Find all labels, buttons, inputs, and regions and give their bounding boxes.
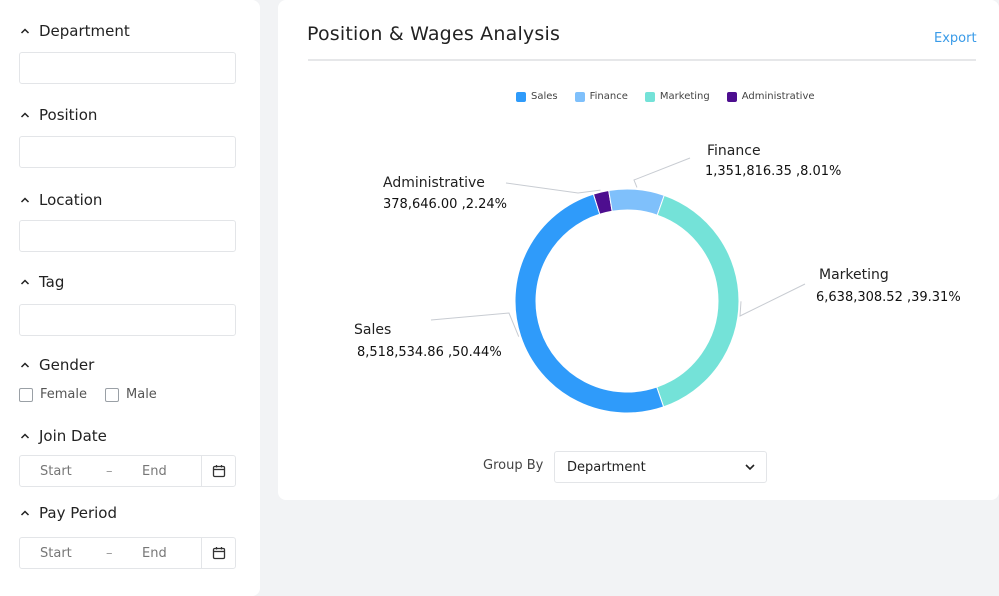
legend-label-marketing: Marketing xyxy=(659,91,710,102)
chevron-up-icon xyxy=(20,112,30,118)
slice-marketing[interactable] xyxy=(656,194,740,408)
position-input[interactable] xyxy=(19,136,236,168)
slice-finance[interactable] xyxy=(608,188,665,216)
slice-label-administrative-name: Administrative xyxy=(383,175,485,191)
gender-options: Female Male xyxy=(19,387,175,402)
slice-sales[interactable] xyxy=(514,193,665,414)
title-divider xyxy=(308,59,976,61)
pay-period-section-toggle[interactable]: Pay Period xyxy=(20,504,117,522)
pay-period-calendar-button[interactable] xyxy=(201,538,235,568)
chevron-up-icon xyxy=(20,433,30,439)
join-date-section-toggle[interactable]: Join Date xyxy=(20,427,107,445)
calendar-icon xyxy=(212,547,225,560)
leader-line-sales xyxy=(430,312,520,337)
group-by-label: Group By xyxy=(483,458,544,473)
position-section-toggle[interactable]: Position xyxy=(20,106,97,124)
department-section-toggle[interactable]: Department xyxy=(20,22,130,40)
male-label: Male xyxy=(126,387,157,402)
legend-item-administrative[interactable]: Administrative xyxy=(726,91,815,102)
donut-chart xyxy=(430,157,806,414)
female-label: Female xyxy=(40,387,88,402)
chevron-up-icon xyxy=(20,279,30,285)
female-checkbox[interactable] xyxy=(19,387,33,402)
legend-label-finance: Finance xyxy=(589,91,628,102)
legend-item-finance[interactable]: Finance xyxy=(574,91,628,102)
legend-swatch-finance xyxy=(574,91,585,102)
page-title: Position & Wages Analysis xyxy=(307,23,561,45)
pay-period-label: Pay Period xyxy=(39,504,117,522)
filter-panel: Department Position Location Tag Gender … xyxy=(0,0,260,596)
leader-line-finance xyxy=(633,157,691,188)
group-by-selected-value: Department xyxy=(567,459,646,475)
gender-section-toggle[interactable]: Gender xyxy=(20,356,94,374)
chevron-down-icon xyxy=(745,464,755,471)
pay-period-end[interactable]: End xyxy=(142,545,167,561)
slice-label-finance-value: 1,351,816.35 ,8.01% xyxy=(705,164,842,179)
slice-label-sales-name: Sales xyxy=(354,322,392,338)
legend-item-sales[interactable]: Sales xyxy=(516,91,558,102)
legend-item-marketing[interactable]: Marketing xyxy=(644,91,710,102)
position-label: Position xyxy=(39,106,98,124)
legend-label-administrative: Administrative xyxy=(741,91,815,102)
legend-swatch-sales xyxy=(516,91,526,102)
leader-line-administrative xyxy=(505,182,601,194)
join-date-dash: – xyxy=(106,463,113,479)
slice-label-marketing-name: Marketing xyxy=(819,267,889,283)
department-label: Department xyxy=(39,22,130,40)
male-checkbox[interactable] xyxy=(105,387,120,402)
join-date-label: Join Date xyxy=(39,427,107,445)
wages-analysis-card: Position & Wages Analysis Export Sales F… xyxy=(278,0,999,500)
export-button[interactable]: Export xyxy=(934,31,977,46)
location-label: Location xyxy=(39,191,103,209)
chart-legend: Sales Finance Marketing Administrative xyxy=(516,91,832,102)
legend-label-sales: Sales xyxy=(531,91,558,102)
pay-period-range[interactable]: Start – End xyxy=(19,537,236,569)
group-by-select[interactable]: Department xyxy=(554,451,767,483)
pay-period-start[interactable]: Start xyxy=(40,545,72,561)
location-section-toggle[interactable]: Location xyxy=(20,191,102,209)
slice-label-finance-name: Finance xyxy=(707,143,761,159)
tag-input[interactable] xyxy=(19,304,236,336)
slice-label-administrative-value: 378,646.00 ,2.24% xyxy=(383,197,507,212)
join-date-end[interactable]: End xyxy=(142,463,167,479)
join-date-start[interactable]: Start xyxy=(40,463,72,479)
chevron-up-icon xyxy=(20,28,30,34)
tag-section-toggle[interactable]: Tag xyxy=(20,273,64,291)
legend-swatch-administrative xyxy=(726,91,737,102)
department-input[interactable] xyxy=(19,52,236,84)
calendar-icon xyxy=(212,465,225,478)
join-date-calendar-button[interactable] xyxy=(201,456,235,486)
slice-label-sales-value: 8,518,534.86 ,50.44% xyxy=(357,345,502,360)
join-date-range[interactable]: Start – End xyxy=(19,455,236,487)
legend-swatch-marketing xyxy=(644,91,655,102)
gender-label: Gender xyxy=(39,356,95,374)
tag-label: Tag xyxy=(39,273,65,291)
leader-line-marketing xyxy=(739,283,806,317)
pay-period-dash: – xyxy=(106,545,113,561)
chevron-up-icon xyxy=(20,510,30,516)
location-input[interactable] xyxy=(19,220,236,252)
slice-label-marketing-value: 6,638,308.52 ,39.31% xyxy=(816,290,961,305)
chevron-up-icon xyxy=(20,362,30,368)
chevron-up-icon xyxy=(20,197,30,203)
